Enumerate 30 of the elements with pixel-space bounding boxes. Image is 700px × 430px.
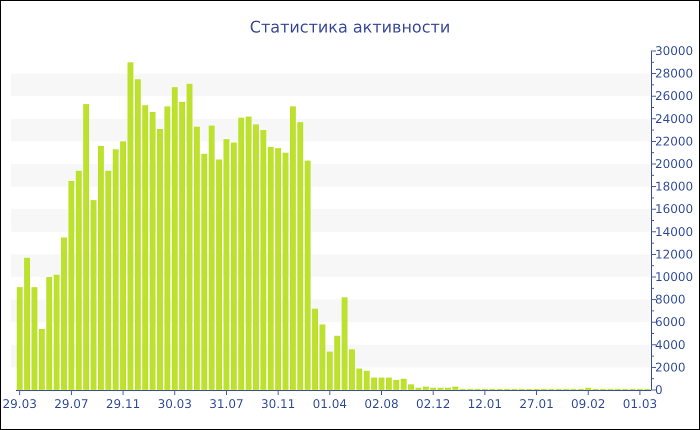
x-tick-label: 01.03	[622, 397, 658, 411]
y-tick-label: 24000	[655, 112, 694, 126]
y-tick-label: 4000	[655, 338, 686, 352]
x-tick-label: 29.07	[54, 397, 89, 411]
x-tick-label: 02.12	[416, 397, 450, 411]
x-tick-label: 12.01	[468, 397, 502, 411]
y-tick-label: 0	[655, 383, 663, 397]
x-tick-label: 02.08	[364, 397, 399, 411]
x-tick-label: 31.07	[209, 397, 244, 411]
y-tick-label: 2000	[655, 360, 686, 374]
chart-title: Статистика активности	[250, 18, 450, 36]
x-tick-label: 30.11	[260, 397, 296, 411]
x-tick-label: 27.01	[519, 397, 554, 411]
x-tick-label: 29.03	[2, 397, 37, 411]
x-tick-label: 30.03	[158, 397, 192, 411]
y-tick-label: 18000	[655, 180, 694, 194]
y-tick-label: 14000	[655, 224, 694, 239]
y-tick-label: 30000	[655, 44, 694, 58]
y-tick-label: 6000	[655, 315, 686, 330]
y-tick-label: 26000	[655, 89, 694, 104]
x-tick-label: 01.04	[312, 397, 347, 411]
y-tick-label: 20000	[655, 157, 694, 171]
x-tick-label: 29.11	[106, 397, 140, 411]
y-tick-label: 10000	[655, 270, 694, 284]
y-tick-label: 16000	[655, 202, 694, 216]
x-tick-label: 09.02	[571, 397, 606, 411]
y-tick-label: 12000	[655, 247, 694, 262]
y-tick-label: 28000	[655, 66, 694, 81]
y-tick-label: 22000	[655, 134, 694, 148]
y-tick-label: 8000	[655, 292, 686, 307]
